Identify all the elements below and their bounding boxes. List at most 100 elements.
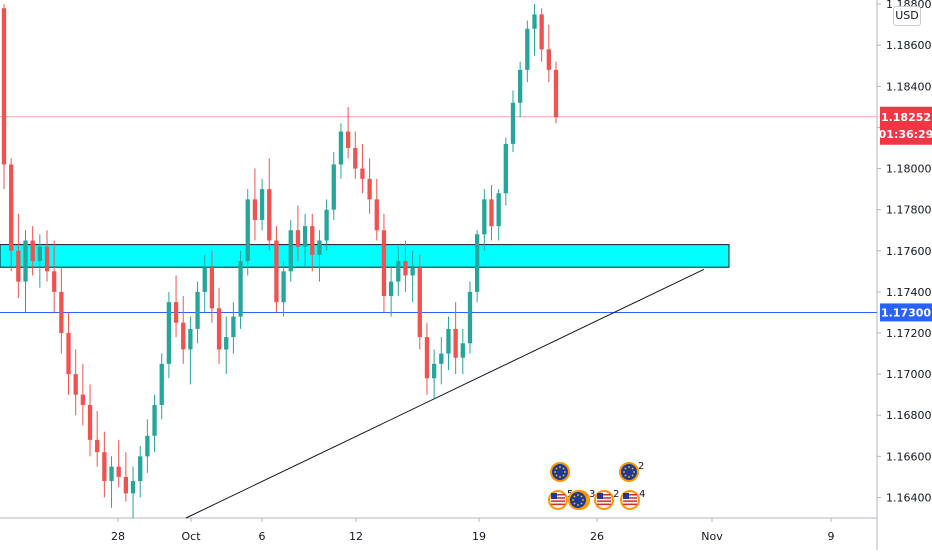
event-count: 2 (613, 489, 619, 500)
x-tick-label: 12 (349, 530, 363, 543)
candle-body[interactable] (181, 322, 186, 350)
candle-body[interactable] (553, 69, 559, 118)
eu-star (582, 499, 584, 501)
y-tick-label: 1.17800 (886, 204, 932, 217)
candle-body[interactable] (353, 148, 358, 169)
candle-body[interactable] (23, 240, 28, 282)
candle-body[interactable] (152, 404, 157, 436)
candle-body[interactable] (518, 69, 523, 103)
candle-body[interactable] (166, 302, 172, 364)
candle-body[interactable] (52, 271, 57, 292)
candle-body[interactable] (388, 281, 394, 296)
candle-body[interactable] (238, 261, 243, 317)
candle-body[interactable] (259, 189, 265, 220)
currency-badge[interactable]: USD (893, 6, 921, 26)
candle-body[interactable] (367, 178, 372, 200)
candle-body[interactable] (202, 267, 207, 292)
y-tick-label: 1.17400 (886, 286, 932, 299)
eu-star (631, 474, 634, 477)
candle-body[interactable] (145, 435, 150, 457)
candle-body[interactable] (381, 230, 387, 296)
candle-body[interactable] (410, 267, 415, 276)
candle-body[interactable] (439, 353, 444, 364)
candle-body[interactable] (73, 374, 78, 395)
us-stripe (623, 497, 637, 499)
candle-body[interactable] (44, 246, 50, 272)
candle-body[interactable] (525, 28, 530, 70)
candle-body[interactable] (338, 131, 344, 165)
candle-body[interactable] (16, 250, 21, 282)
candle-body[interactable] (123, 476, 129, 494)
candle-body[interactable] (532, 14, 537, 29)
candle-body[interactable] (317, 240, 322, 255)
candle-body[interactable] (274, 240, 279, 303)
candle-body[interactable] (482, 199, 487, 235)
candle-body[interactable] (188, 328, 193, 350)
candle-body[interactable] (267, 189, 272, 241)
candle-body[interactable] (1, 8, 7, 165)
x-tick-label: 9 (828, 530, 835, 543)
candle-body[interactable] (116, 466, 121, 477)
candle-body[interactable] (417, 267, 422, 338)
candle-body[interactable] (360, 168, 365, 179)
candle-body[interactable] (503, 143, 508, 194)
candle-body[interactable] (295, 230, 301, 247)
candle-body[interactable] (245, 199, 250, 262)
candle-body[interactable] (59, 291, 64, 333)
candle-body[interactable] (345, 131, 351, 148)
candle-body[interactable] (403, 261, 408, 276)
y-tick-label: 1.18600 (886, 39, 932, 52)
candle-body[interactable] (446, 328, 451, 354)
candle-body[interactable] (510, 102, 516, 144)
eu-flag-icon[interactable] (568, 490, 588, 510)
candle-body[interactable] (252, 199, 258, 220)
candle-body[interactable] (331, 164, 336, 210)
candle-body[interactable] (310, 226, 315, 255)
candle-body[interactable] (87, 404, 93, 440)
candle-body[interactable] (130, 481, 136, 494)
candle-body[interactable] (288, 230, 293, 272)
candle-body[interactable] (424, 337, 430, 379)
support-zone[interactable] (0, 244, 730, 268)
candle-body[interactable] (216, 308, 222, 350)
candle-body[interactable] (224, 337, 229, 350)
eu-flag-icon[interactable] (550, 462, 570, 482)
candle-body[interactable] (539, 14, 544, 50)
candle-body[interactable] (138, 456, 143, 481)
candle-body[interactable] (37, 246, 42, 262)
us-stripe (597, 497, 611, 499)
candle-body[interactable] (30, 240, 35, 262)
eu-star (624, 474, 627, 477)
candle-body[interactable] (102, 452, 107, 481)
candle-body[interactable] (474, 234, 480, 292)
trendline[interactable] (185, 268, 705, 519)
candle-body[interactable] (95, 439, 100, 453)
candle-body[interactable] (209, 267, 215, 309)
candle-body[interactable] (460, 343, 465, 358)
candle-body[interactable] (159, 363, 164, 405)
y-tick-label: 1.16800 (886, 409, 932, 422)
candle-body[interactable] (374, 199, 379, 231)
candle-body[interactable] (489, 199, 494, 227)
candle-body[interactable] (281, 271, 286, 303)
candle-body[interactable] (195, 291, 200, 329)
candle-body[interactable] (496, 193, 501, 227)
eu-flag-icon[interactable] (619, 462, 639, 482)
candle-body[interactable] (302, 226, 308, 247)
candle-body[interactable] (80, 394, 86, 405)
candle-body[interactable] (324, 209, 329, 241)
candle-body[interactable] (173, 302, 179, 323)
candle-body[interactable] (467, 291, 473, 344)
eu-star (564, 471, 566, 473)
candle-body[interactable] (431, 363, 437, 379)
candle-body[interactable] (9, 164, 14, 251)
candle-body[interactable] (396, 261, 401, 282)
candle-body[interactable] (109, 466, 114, 481)
eu-star (633, 471, 635, 473)
candle-body[interactable] (546, 49, 551, 70)
candle-body[interactable] (66, 333, 71, 375)
candle-body[interactable] (453, 328, 458, 358)
candle-body[interactable] (231, 316, 236, 338)
